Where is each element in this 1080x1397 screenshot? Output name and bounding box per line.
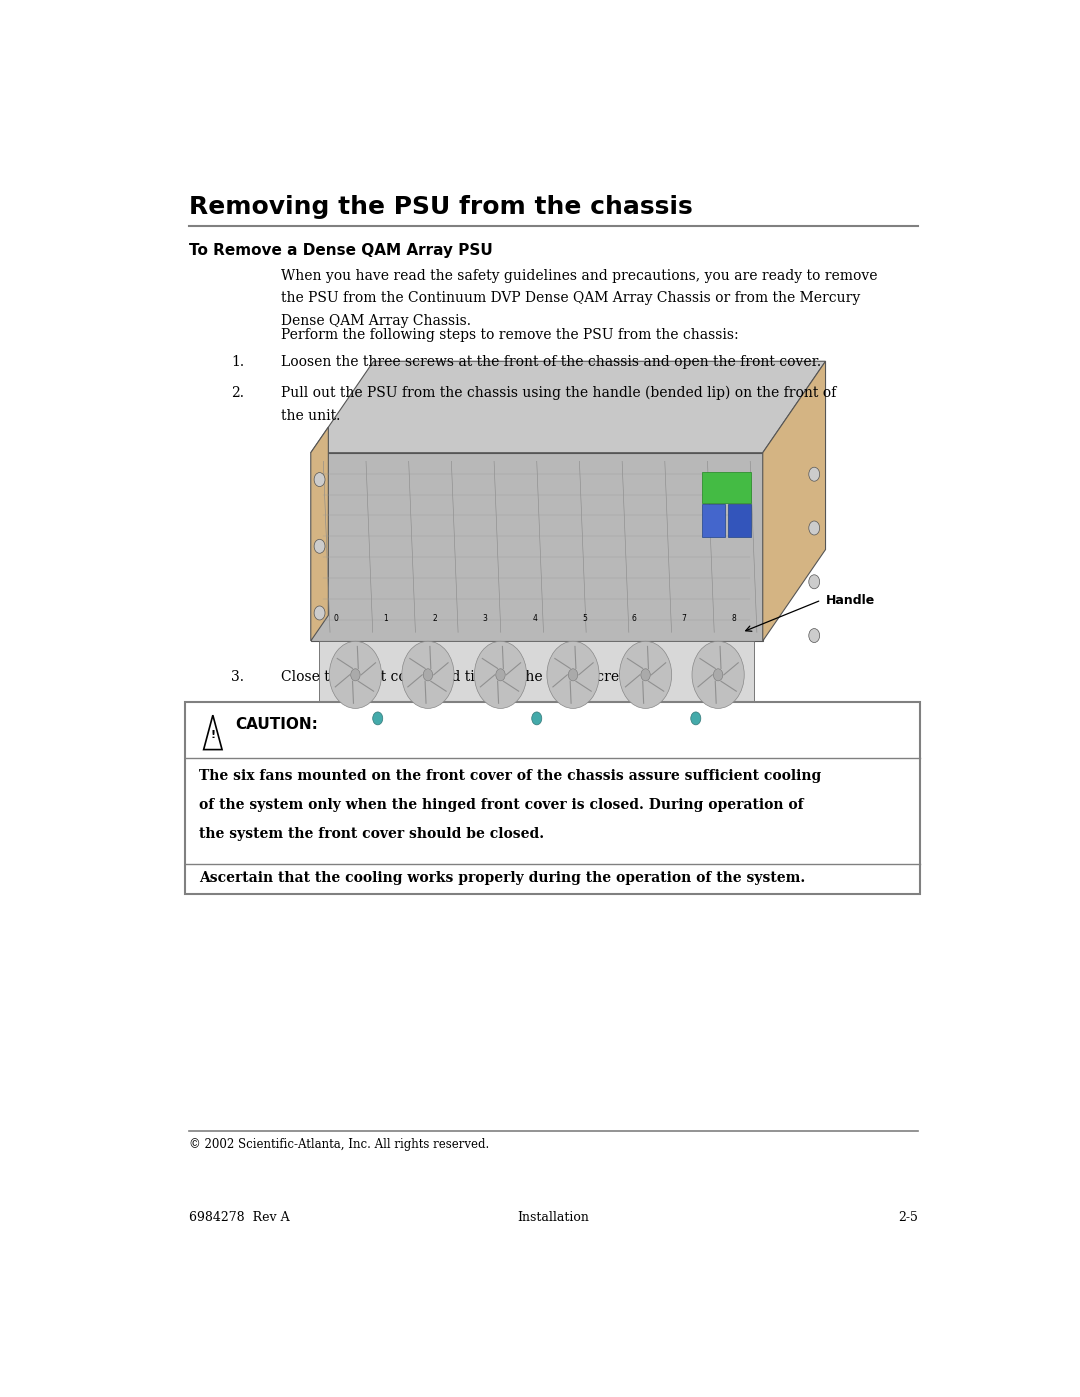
- FancyBboxPatch shape: [186, 703, 920, 894]
- Text: Ascertain that the cooling works properly during the operation of the system.: Ascertain that the cooling works properl…: [199, 872, 805, 886]
- Circle shape: [531, 712, 542, 725]
- Text: When you have read the safety guidelines and precautions, you are ready to remov: When you have read the safety guidelines…: [282, 268, 878, 282]
- Circle shape: [809, 467, 820, 481]
- Circle shape: [809, 521, 820, 535]
- Polygon shape: [311, 453, 762, 641]
- Circle shape: [314, 472, 325, 486]
- Text: the PSU from the Continuum DVP Dense QAM Array Chassis or from the Mercury: the PSU from the Continuum DVP Dense QAM…: [282, 292, 861, 306]
- Text: Installation: Installation: [517, 1211, 590, 1224]
- Circle shape: [809, 629, 820, 643]
- Polygon shape: [762, 362, 825, 641]
- Circle shape: [402, 641, 454, 708]
- Circle shape: [692, 641, 744, 708]
- Text: 3.: 3.: [231, 671, 244, 685]
- Polygon shape: [311, 427, 328, 641]
- Text: 4: 4: [532, 613, 537, 623]
- Text: Pull out the PSU from the chassis using the handle (bended lip) on the front of: Pull out the PSU from the chassis using …: [282, 386, 837, 401]
- Text: 6: 6: [632, 613, 636, 623]
- Circle shape: [314, 606, 325, 620]
- Text: Dense QAM Array Chassis.: Dense QAM Array Chassis.: [282, 314, 472, 328]
- Text: 2: 2: [433, 613, 437, 623]
- Polygon shape: [204, 715, 222, 750]
- Polygon shape: [702, 504, 725, 536]
- Circle shape: [351, 669, 360, 680]
- Circle shape: [373, 712, 382, 725]
- Text: 1: 1: [383, 613, 388, 623]
- Circle shape: [423, 669, 433, 680]
- Text: Removing the PSU from the chassis: Removing the PSU from the chassis: [189, 194, 693, 218]
- Text: Close the front cover and tighten the three screws.: Close the front cover and tighten the th…: [282, 671, 643, 685]
- Text: of the system only when the hinged front cover is closed. During operation of: of the system only when the hinged front…: [199, 798, 804, 812]
- Polygon shape: [311, 362, 825, 453]
- Circle shape: [620, 641, 672, 708]
- Text: 7: 7: [681, 613, 686, 623]
- Text: To Remove a Dense QAM Array PSU: To Remove a Dense QAM Array PSU: [189, 243, 494, 258]
- Circle shape: [714, 669, 723, 680]
- Polygon shape: [320, 641, 754, 708]
- Polygon shape: [702, 472, 751, 503]
- Text: 8: 8: [731, 613, 735, 623]
- Text: The six fans mounted on the front cover of the chassis assure sufficient cooling: The six fans mounted on the front cover …: [199, 768, 821, 782]
- Circle shape: [546, 641, 599, 708]
- Circle shape: [314, 539, 325, 553]
- Polygon shape: [728, 504, 751, 536]
- Text: 2-5: 2-5: [897, 1211, 918, 1224]
- Text: 0: 0: [334, 613, 338, 623]
- Text: the system the front cover should be closed.: the system the front cover should be clo…: [199, 827, 543, 841]
- Circle shape: [809, 574, 820, 588]
- Text: Loosen the three screws at the front of the chassis and open the front cover.: Loosen the three screws at the front of …: [282, 355, 822, 369]
- Circle shape: [568, 669, 578, 680]
- Text: 6984278  Rev A: 6984278 Rev A: [189, 1211, 291, 1224]
- Text: 2.: 2.: [231, 386, 244, 400]
- Text: !: !: [211, 731, 215, 740]
- Text: 5: 5: [582, 613, 586, 623]
- Text: Handle: Handle: [825, 594, 875, 606]
- Circle shape: [691, 712, 701, 725]
- Text: CAUTION:: CAUTION:: [235, 717, 319, 732]
- Text: 3: 3: [483, 613, 487, 623]
- Circle shape: [329, 641, 381, 708]
- Circle shape: [640, 669, 650, 680]
- Text: Perform the following steps to remove the PSU from the chassis:: Perform the following steps to remove th…: [282, 328, 739, 342]
- Text: the unit.: the unit.: [282, 408, 341, 423]
- Circle shape: [474, 641, 527, 708]
- Circle shape: [496, 669, 505, 680]
- Text: 1.: 1.: [231, 355, 244, 369]
- Text: © 2002 Scientific-Atlanta, Inc. All rights reserved.: © 2002 Scientific-Atlanta, Inc. All righ…: [189, 1139, 489, 1151]
